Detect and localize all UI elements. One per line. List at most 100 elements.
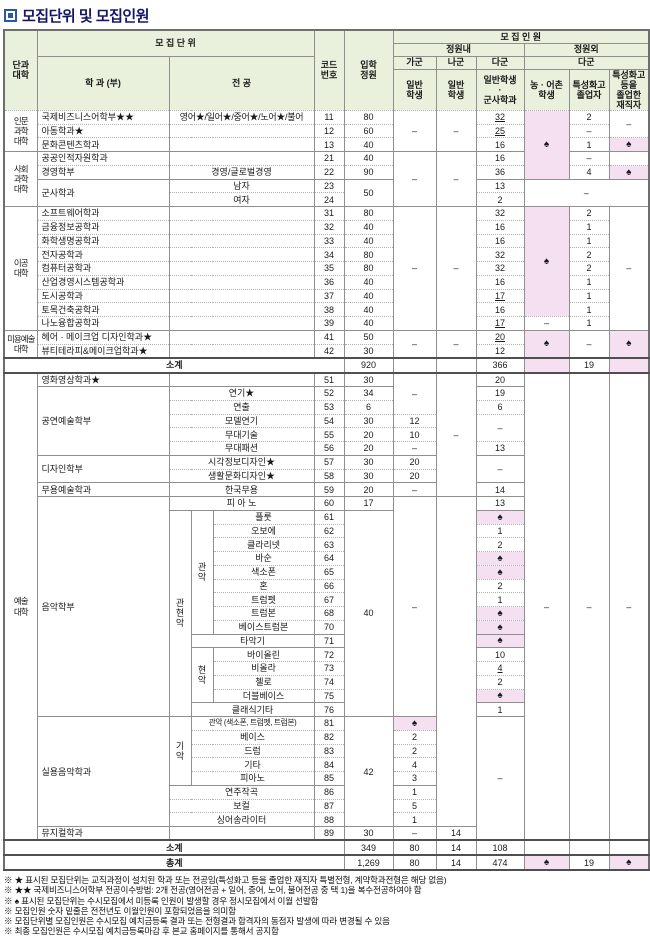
college-cell: 인문 과학 대학 (3, 109, 37, 152)
major-cell: 연기★ (168, 386, 314, 401)
code-cell: 38 (313, 302, 344, 317)
quota-cell: 90 (343, 164, 393, 180)
code-cell: 56 (313, 441, 344, 456)
da-cell: 2 (475, 192, 524, 207)
code-cell: 68 (313, 606, 344, 621)
major-cell: 더블베이스 (212, 688, 314, 703)
code-cell: 67 (313, 592, 344, 607)
worker-cell spade-icon: ♠ (608, 137, 650, 152)
table-row: 색소폰 65 ♠ (4, 564, 649, 580)
major-cell: 타악기 (190, 633, 314, 648)
quota-cell: 40 (343, 288, 393, 303)
dept-cell: 컴퓨터공학과 (36, 261, 169, 276)
major-cell (168, 274, 314, 290)
ga-cell: 10 (392, 427, 436, 442)
quota-cell: 920 (343, 356, 393, 374)
voc-cell: – (568, 151, 609, 166)
na-cell: 14 (435, 826, 476, 841)
voc-cell: 2 (568, 206, 609, 221)
worker-cell (608, 839, 650, 857)
worker-cell (608, 356, 650, 374)
table-row: 피아노 85 3 (4, 771, 649, 786)
voc-cell: 1 (568, 137, 609, 152)
table-row: 여자 24 2 (4, 192, 649, 207)
table-row: 미용예술 대학 헤어 · 메이크업 디자인학과★ 41 50– –20 ♠ – ♠ (3, 329, 650, 358)
code-cell: 72 (313, 647, 344, 662)
da-cell: 12 (475, 343, 524, 358)
voc-cell: 19 (568, 356, 609, 374)
da-cell: 17 (475, 288, 524, 303)
code-cell: 41 (313, 329, 344, 345)
da-cell: 14 (475, 482, 524, 497)
major-cell: 플룻 (212, 509, 314, 525)
table-row: 나노융합공학과 39 40 17–1 (4, 316, 649, 331)
code-cell: 88 (313, 812, 344, 827)
dept-cell: 공연예술학부 (36, 386, 169, 456)
ga-cell: 5 (392, 798, 436, 813)
college-cell: 예술 대학 (3, 372, 37, 841)
voc-cell: 1 (568, 302, 609, 317)
ga-cell: 20 (392, 454, 436, 470)
da-cell spade-icon: ♠ (475, 619, 524, 635)
da-cell spade-icon: ♠ (475, 551, 524, 566)
major-cell: 시각정보디자인★ (168, 454, 314, 470)
code-cell: 89 (313, 826, 344, 841)
voc-cell: 1 (568, 219, 609, 235)
table-row: 생활문화디자인★ 58 30 20 (4, 468, 649, 483)
quota-cell: 30 (343, 454, 393, 470)
dept-cell: 소프트웨어학과 (36, 206, 169, 221)
major-cell (168, 151, 314, 166)
major-cell: 비올라 (212, 661, 314, 676)
rural-cell spade-icon: ♠ (523, 854, 569, 872)
major-cell: 싱어송라이터 (168, 812, 314, 827)
voc-cell: – (568, 123, 609, 138)
quota-cell: 60 (343, 123, 393, 138)
voc-cell: 19 (568, 854, 609, 872)
college-cell: 미용예술 대학 (3, 329, 37, 358)
rural-header: 농 · 어촌 학생 (523, 68, 569, 111)
subtotal-label: 소계 (3, 839, 344, 857)
code-cell: 22 (313, 164, 344, 180)
page-title-bar: 모집단위 및 모집인원 (0, 0, 650, 29)
recruit-unit-header: 모 집 단 위 (36, 29, 314, 56)
code-cell: 55 (313, 427, 344, 442)
code-cell: 39 (313, 316, 344, 331)
code-cell: 65 (313, 564, 344, 580)
da-cell: 16 (475, 219, 524, 235)
table-row: 트럼펫 67 1 (4, 592, 649, 607)
da-cell spade-icon: ♠ (475, 564, 524, 580)
table-row: 싱어송라이터 88 1 (4, 812, 649, 827)
ga-cell: – (392, 826, 436, 841)
major-cell: 무대기술 (168, 427, 314, 442)
major-cell (168, 329, 314, 345)
table-row: 음악학부 피 아 노 60 17–13 (4, 496, 649, 827)
major-cell: 베이스 (190, 729, 314, 745)
quota-cell: 40 (343, 302, 393, 317)
quota-cell: 40 (343, 274, 393, 290)
table-row: 군사학과 남자 23 50 13– (4, 178, 650, 207)
instrumental-group-cell: 기 악 (168, 716, 191, 786)
major-cell: 첼로 (212, 674, 314, 690)
da-cell: 36 (475, 164, 524, 180)
quota-cell: 30 (343, 372, 393, 387)
major-cell (168, 261, 314, 276)
table-row: 산업경영시스템공학과 36 40 16 1 (4, 274, 649, 290)
quota-cell: 80 (343, 206, 393, 221)
ga-cell: – (392, 441, 436, 456)
table-row: 무대기술 55 20 10 (4, 427, 649, 442)
major-cell (168, 247, 314, 262)
quota-cell: 40 (343, 316, 393, 331)
code-cell: 62 (313, 523, 344, 538)
code-cell: 86 (313, 784, 344, 800)
worker-cell: – (608, 206, 650, 331)
code-cell: 13 (313, 137, 344, 152)
worker-cell spade-icon: ♠ (608, 164, 650, 180)
dept-cell: 뷰티테라피&메이크업학과★ (36, 343, 169, 358)
da-cell: 16 (475, 137, 524, 152)
table-row: 모델연기 54 30 12 – (4, 413, 649, 442)
major-cell: 트럼펫 (212, 592, 314, 607)
voc-cell: 2 (568, 247, 609, 262)
major-cell (168, 206, 314, 221)
footnote-line: ※ 최종 모집인원은 수시모집 예치금등록마감 후 본교 홈페이지를 통해서 공… (4, 926, 279, 937)
quota-cell: 30 (343, 413, 393, 428)
